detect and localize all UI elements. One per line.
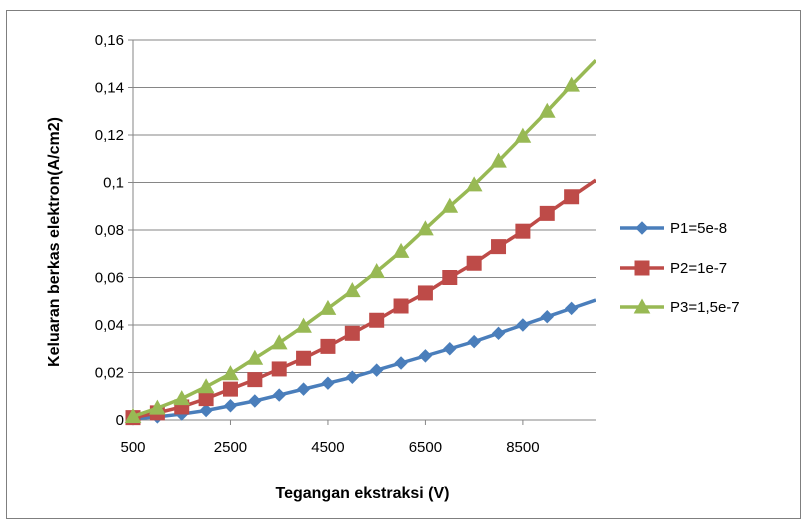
data-point: [417, 285, 433, 301]
x-tick-label: 6500: [409, 439, 442, 456]
data-point: [442, 270, 458, 285]
data-point: [540, 309, 554, 324]
legend-label-1: P1=5e-8: [670, 220, 727, 237]
data-point: [198, 391, 214, 407]
y-tick-label: 0,06: [95, 270, 124, 287]
data-point: [564, 301, 579, 316]
y-tick-label: 0,16: [95, 32, 124, 49]
data-point: [368, 263, 386, 279]
data-point: [321, 376, 335, 390]
data-point: [296, 382, 311, 396]
legend-marker-3: [633, 298, 651, 314]
data-point: [296, 350, 312, 366]
data-point: [418, 349, 433, 363]
data-point: [247, 372, 263, 388]
x-tick-label: 8500: [506, 439, 539, 456]
data-point: [564, 189, 580, 205]
data-point: [467, 334, 481, 349]
data-point: [319, 299, 337, 315]
data-point: [272, 388, 286, 402]
data-point: [343, 282, 361, 298]
data-point: [271, 361, 287, 377]
data-point: [222, 381, 238, 397]
series-line-2: [132, 178, 596, 420]
data-point: [295, 317, 312, 333]
data-point: [491, 326, 506, 341]
legend-marker-2: [634, 260, 650, 276]
legend-marker-1: [635, 221, 649, 235]
legend-label-3: P3=1,5e-7: [670, 299, 740, 316]
data-point: [516, 318, 530, 332]
y-tick-label: 0,1: [103, 175, 124, 192]
data-point: [443, 342, 457, 356]
data-point: [345, 370, 360, 384]
data-point: [539, 205, 555, 221]
data-point: [394, 356, 408, 370]
x-tick-label: 500: [120, 439, 145, 456]
data-point: [270, 334, 288, 350]
data-point: [392, 242, 410, 258]
data-point: [441, 197, 459, 213]
data-point: [124, 407, 142, 423]
data-point: [465, 176, 483, 192]
x-axis-title: Tegangan ekstraksi (V): [276, 485, 450, 502]
data-point: [199, 403, 213, 418]
data-point: [320, 338, 336, 354]
data-point: [466, 255, 482, 271]
data-point: [538, 102, 556, 118]
legend-label-2: P2=1e-7: [670, 260, 727, 277]
data-point: [369, 312, 385, 328]
data-point: [248, 394, 262, 408]
data-point: [173, 390, 191, 406]
data-point: [417, 220, 434, 236]
data-point: [490, 152, 507, 168]
y-tick-label: 0,04: [95, 317, 124, 334]
data-point: [149, 399, 166, 415]
chart-frame: [6, 10, 801, 519]
x-tick-label: 4500: [311, 439, 344, 456]
data-point: [223, 399, 238, 413]
data-point: [197, 378, 215, 394]
data-point: [369, 363, 384, 377]
data-point: [393, 298, 409, 314]
data-point: [515, 223, 531, 239]
y-axis-title: Keluaran berkas elektron(A/cm2): [46, 117, 63, 367]
y-tick-label: 0,08: [95, 222, 124, 239]
y-tick-label: 0,12: [95, 127, 124, 144]
data-point: [563, 76, 580, 92]
y-tick-label: 0,14: [95, 80, 124, 97]
data-point: [344, 325, 360, 341]
data-point: [514, 127, 532, 143]
data-point: [491, 239, 507, 255]
y-tick-label: 0,02: [95, 365, 124, 382]
data-point: [246, 349, 264, 365]
y-tick-label: 0: [116, 412, 124, 429]
x-tick-label: 2500: [214, 439, 247, 456]
data-point: [222, 365, 239, 381]
